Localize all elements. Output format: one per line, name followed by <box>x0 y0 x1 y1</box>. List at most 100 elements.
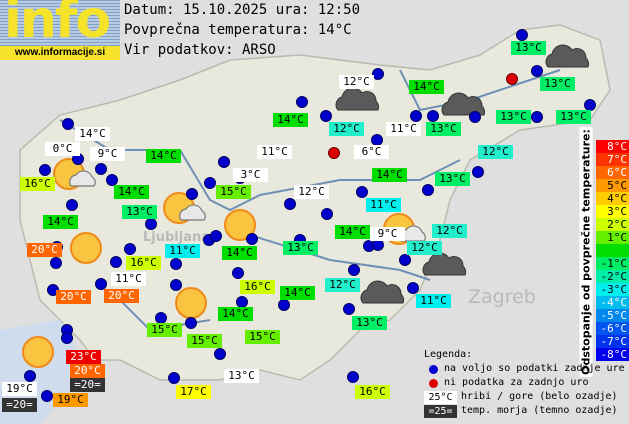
temperature-label: 13°C <box>122 205 157 219</box>
station-dot-blue[interactable] <box>427 110 439 122</box>
temperature-label: 15°C <box>147 323 182 337</box>
station-dot-blue[interactable] <box>278 299 290 311</box>
station-dot-blue[interactable] <box>145 218 157 230</box>
temperature-label: 11°C <box>111 272 146 286</box>
legend-red: ni podatka za zadnjo uro <box>444 377 589 388</box>
station-dot-blue[interactable] <box>204 177 216 189</box>
station-dot-blue[interactable] <box>356 186 368 198</box>
logo-url-link[interactable]: www.informacije.si <box>0 46 120 60</box>
temperature-label: 15°C <box>187 334 222 348</box>
temperature-label: 11°C <box>366 198 401 212</box>
station-dot-blue[interactable] <box>232 267 244 279</box>
station-dot-blue[interactable] <box>372 68 384 80</box>
station-dot-blue[interactable] <box>95 278 107 290</box>
temperature-label: 17°C <box>176 385 211 399</box>
red-dot-icon <box>429 378 438 388</box>
station-dot-blue[interactable] <box>320 110 332 122</box>
station-dot-blue[interactable] <box>214 348 226 360</box>
temperature-label: 6°C <box>354 145 389 159</box>
data-source: Vir podatkov: ARSO <box>124 42 276 58</box>
temperature-label: 12°C <box>339 75 374 89</box>
scale-step: 4°C <box>596 192 629 205</box>
station-dot-blue[interactable] <box>343 303 355 315</box>
station-dot-blue[interactable] <box>50 257 62 269</box>
station-dot-blue[interactable] <box>410 110 422 122</box>
scale-step <box>596 244 629 257</box>
temperature-label: 12°C <box>294 185 329 199</box>
scale-step: 5°C <box>596 179 629 192</box>
station-dot-blue[interactable] <box>124 243 136 255</box>
temperature-label: 20°C <box>70 364 105 378</box>
station-dot-blue[interactable] <box>168 372 180 384</box>
station-dot-blue[interactable] <box>531 111 543 123</box>
temperature-label: 15°C <box>216 185 251 199</box>
legend-sea: temp. morja (temno ozadje) <box>461 405 618 416</box>
station-dot-blue[interactable] <box>62 118 74 130</box>
temperature-label: 14°C <box>409 80 444 94</box>
temperature-label: 13°C <box>352 316 387 330</box>
cloud-icon <box>422 252 467 276</box>
station-dot-blue[interactable] <box>469 111 481 123</box>
scale-step: 6°C <box>596 166 629 179</box>
station-dot-blue[interactable] <box>61 332 73 344</box>
station-dot-blue[interactable] <box>516 29 528 41</box>
station-dot-blue[interactable] <box>399 254 411 266</box>
station-dot-blue[interactable] <box>186 188 198 200</box>
station-dot-blue[interactable] <box>347 371 359 383</box>
station-dot-blue[interactable] <box>95 163 107 175</box>
temperature-label: 12°C <box>325 278 360 292</box>
sun-icon <box>224 209 256 241</box>
scale-step: 1°C <box>596 231 629 244</box>
date-line: Datum: 15.10.2025 ura: 12:50 <box>124 2 361 18</box>
temperature-label: 13°C <box>224 369 259 383</box>
station-dot-blue[interactable] <box>110 256 122 268</box>
station-dot-blue[interactable] <box>24 370 36 382</box>
temperature-label: 14°C <box>222 246 257 260</box>
station-dot-blue[interactable] <box>170 279 182 291</box>
temperature-label: 14°C <box>43 215 78 229</box>
station-dot-blue[interactable] <box>210 230 222 242</box>
station-dot-blue[interactable] <box>106 174 118 186</box>
station-dot-red[interactable] <box>506 73 518 85</box>
station-dot-blue[interactable] <box>284 198 296 210</box>
logo-word: info <box>4 0 111 50</box>
station-dot-blue[interactable] <box>296 96 308 108</box>
city-label-ljubljana: Ljubljana <box>143 230 211 245</box>
scale-step: -8°C <box>596 348 629 361</box>
scale-step: -6°C <box>596 322 629 335</box>
temperature-label: =20= <box>70 378 105 392</box>
temperature-label: 13°C <box>556 110 591 124</box>
station-dot-blue[interactable] <box>185 317 197 329</box>
station-dot-red[interactable] <box>328 147 340 159</box>
scale-step: -4°C <box>596 296 629 309</box>
temperature-label: 14°C <box>114 185 149 199</box>
legend: Legenda: na voljo so podatki zadnje ure … <box>424 348 625 418</box>
station-dot-blue[interactable] <box>407 282 419 294</box>
station-dot-blue[interactable] <box>472 166 484 178</box>
temperature-label: 14°C <box>372 168 407 182</box>
temperature-label: 12°C <box>478 145 513 159</box>
legend-mountain-sample: 25°C <box>424 390 457 404</box>
station-dot-blue[interactable] <box>39 164 51 176</box>
temperature-label: 0°C <box>45 142 80 156</box>
cloud-icon <box>335 87 380 111</box>
station-dot-blue[interactable] <box>321 208 333 220</box>
station-dot-blue[interactable] <box>246 233 258 245</box>
temperature-label: 19°C <box>53 393 88 407</box>
station-dot-blue[interactable] <box>41 390 53 402</box>
temperature-label: 15°C <box>245 330 280 344</box>
legend-sea-sample: =25= <box>424 404 457 418</box>
temperature-label: 16°C <box>20 177 55 191</box>
station-dot-blue[interactable] <box>531 65 543 77</box>
station-dot-blue[interactable] <box>422 184 434 196</box>
color-scale: 8°C 7°C 6°C 5°C 4°C 3°C 2°C 1°C -1°C -2°C -3°C -4°C… <box>596 140 629 361</box>
scale-step: 3°C <box>596 205 629 218</box>
station-dot-blue[interactable] <box>348 264 360 276</box>
cloud-icon <box>360 280 405 304</box>
station-dot-blue[interactable] <box>170 258 182 270</box>
station-dot-blue[interactable] <box>66 199 78 211</box>
station-dot-blue[interactable] <box>218 156 230 168</box>
cloud-icon <box>545 44 590 68</box>
temperature-label: 14°C <box>218 307 253 321</box>
temperature-label: 20°C <box>104 289 139 303</box>
